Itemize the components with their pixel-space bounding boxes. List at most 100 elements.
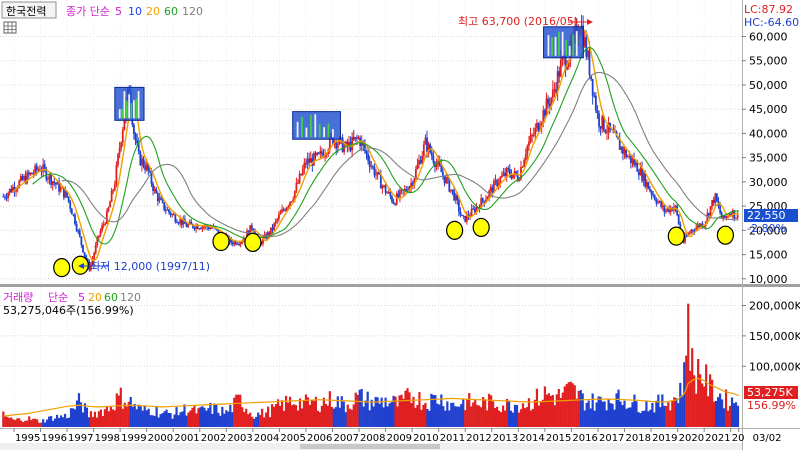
candle-body bbox=[558, 71, 561, 77]
candle-body bbox=[233, 241, 236, 245]
candle-body bbox=[644, 172, 647, 187]
volume-bar bbox=[274, 404, 278, 427]
candle-body bbox=[657, 201, 659, 204]
candle-body bbox=[454, 194, 457, 201]
volume-bar bbox=[304, 394, 308, 427]
highlight-box-candle bbox=[118, 109, 121, 119]
volume-bar bbox=[573, 385, 576, 427]
candle-body bbox=[719, 205, 721, 213]
volume-bar bbox=[203, 407, 206, 427]
volume-bar bbox=[215, 404, 218, 427]
volume-bar bbox=[237, 394, 240, 427]
x-axis: 1995 1996 1997 1998 1999 2000 2001 2002 2003 2004… bbox=[13, 428, 782, 444]
volume-bar bbox=[269, 417, 272, 427]
volume-bar bbox=[521, 403, 525, 427]
candle-body bbox=[650, 191, 653, 195]
candle-body bbox=[376, 171, 379, 175]
candle-body bbox=[561, 56, 564, 60]
candle-body bbox=[470, 208, 473, 217]
candle-body bbox=[636, 162, 639, 172]
candle-body bbox=[386, 192, 389, 194]
volume-bar bbox=[659, 407, 662, 427]
candle-body bbox=[62, 187, 65, 198]
volume-bar bbox=[722, 408, 726, 427]
candle-body bbox=[340, 137, 342, 139]
volume-bar bbox=[205, 410, 208, 427]
candle-body bbox=[542, 110, 545, 124]
candle-body bbox=[10, 188, 13, 193]
volume-bar bbox=[432, 394, 435, 427]
volume-bar bbox=[324, 403, 327, 427]
candle-body bbox=[523, 159, 526, 167]
candle-body bbox=[709, 206, 712, 216]
candle-body bbox=[271, 227, 274, 230]
marker-oval bbox=[244, 232, 262, 253]
candle-body bbox=[309, 158, 312, 163]
candle-body bbox=[419, 160, 422, 164]
volume-axis-label: 200,000K bbox=[749, 300, 800, 313]
volume-bar bbox=[69, 408, 73, 427]
volume-bar bbox=[730, 397, 734, 427]
candle-body bbox=[8, 188, 11, 194]
low-annotation: 최저 12,000 (1997/11) bbox=[78, 260, 210, 273]
candle-body bbox=[625, 149, 628, 158]
x-axis-label: 2018 bbox=[626, 433, 651, 444]
candle-body bbox=[250, 225, 253, 230]
candle-body bbox=[700, 223, 702, 228]
candle-body bbox=[101, 225, 103, 231]
candle-body bbox=[566, 66, 569, 70]
volume-bar bbox=[452, 402, 455, 427]
candle-body bbox=[591, 79, 594, 96]
volume-bar bbox=[523, 408, 527, 427]
candle-body bbox=[483, 200, 486, 203]
volume-bar bbox=[501, 405, 505, 427]
highlight-box-candle bbox=[568, 45, 571, 56]
candle-body bbox=[195, 225, 197, 230]
candle-body bbox=[239, 242, 242, 245]
x-axis-label: 20 bbox=[732, 433, 745, 444]
volume-bar bbox=[213, 403, 216, 427]
scrollbar-thumb[interactable] bbox=[300, 444, 440, 449]
volume-bar bbox=[637, 412, 640, 427]
volume-bar bbox=[615, 393, 618, 427]
candle-body bbox=[365, 150, 368, 154]
volume-bar bbox=[10, 417, 13, 427]
candle-body bbox=[593, 95, 596, 97]
high-annotation-text: 최고 63,700 (2016/05) bbox=[458, 15, 578, 28]
volume-bar bbox=[507, 401, 511, 427]
volume-bar bbox=[705, 364, 708, 427]
volume-bar bbox=[121, 408, 124, 427]
current-volume-pct-label: 156.99% bbox=[747, 399, 796, 412]
candle-body bbox=[443, 175, 446, 184]
candle-body bbox=[695, 227, 698, 232]
volume-bar bbox=[625, 408, 628, 427]
volume-axis: 200,000K 150,000K 100,000K bbox=[742, 300, 800, 373]
candle-body bbox=[335, 141, 338, 149]
candle-body bbox=[94, 244, 97, 254]
candle-body bbox=[141, 158, 143, 166]
volume-bar bbox=[655, 400, 658, 427]
volume-bar bbox=[22, 422, 25, 427]
volume-bar bbox=[478, 405, 481, 427]
candle-body bbox=[120, 142, 123, 149]
candle-body bbox=[70, 208, 73, 215]
candle-body bbox=[15, 189, 17, 192]
candle-body bbox=[368, 160, 371, 167]
candle-body bbox=[203, 226, 205, 228]
volume-bar bbox=[490, 395, 493, 427]
highlight-box-candle bbox=[123, 91, 126, 119]
volume-bar bbox=[653, 412, 656, 427]
marker-oval bbox=[667, 226, 685, 246]
candle-body bbox=[80, 236, 83, 245]
volume-bar bbox=[61, 417, 65, 427]
volume-bar bbox=[711, 379, 714, 427]
x-axis-label: 2004 bbox=[254, 433, 279, 444]
stock-name-box[interactable] bbox=[1, 1, 57, 19]
volume-bar bbox=[111, 409, 114, 427]
candle-body bbox=[351, 136, 354, 151]
table-toggle-icon[interactable] bbox=[3, 21, 17, 34]
candle-body bbox=[137, 143, 140, 152]
volume-bar bbox=[492, 401, 495, 427]
volume-bar bbox=[73, 409, 77, 427]
volume-bar bbox=[245, 408, 248, 427]
